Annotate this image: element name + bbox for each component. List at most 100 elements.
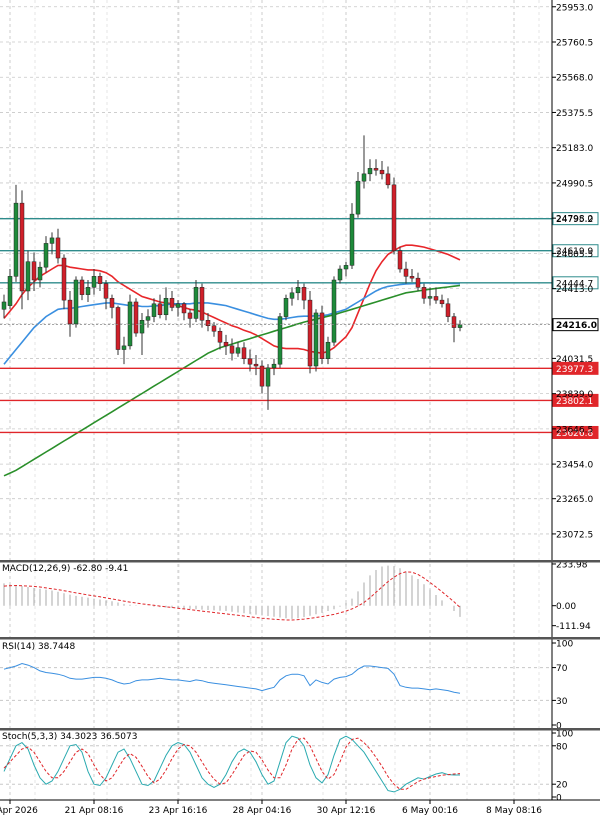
time-tick-label: 6 May 00:16 (402, 806, 458, 816)
candle-body (337, 268, 343, 281)
panel-separator (0, 728, 600, 731)
candle-body (319, 312, 325, 359)
candle-body (79, 279, 85, 295)
stoch-k-line (3, 735, 460, 793)
candle-body (415, 277, 421, 288)
candlesticks[interactable] (1, 135, 463, 410)
price-tick-label: 23646.5 (556, 425, 593, 435)
candle-body (439, 299, 445, 305)
candle-body (103, 283, 109, 299)
candle-body (181, 303, 187, 314)
time-tick-label: 17 Apr 2026 (0, 806, 38, 816)
candle-body (241, 347, 247, 359)
price-tick-label: 23454.0 (556, 461, 593, 471)
rsi-tick-label: 30 (556, 697, 568, 707)
level-tag (552, 276, 599, 290)
price-tick-label: 23072.5 (556, 530, 593, 540)
level-tag (552, 361, 599, 375)
level-label: 23802.1 (556, 397, 593, 407)
candle-body (31, 261, 37, 281)
level-label: 24795.2 (556, 215, 593, 225)
panel-frames (0, 0, 600, 801)
candle-body (313, 312, 319, 367)
candle-body (283, 298, 289, 317)
macd-tick-label: 233.98 (556, 560, 588, 570)
price-tick-label: 25375.5 (556, 109, 593, 119)
candle-body (385, 173, 391, 186)
candle-body (145, 316, 151, 321)
candle-body (163, 298, 169, 316)
rsi-line (3, 662, 461, 694)
time-tick-label: 30 Apr 12:16 (317, 806, 376, 816)
candle-body (235, 347, 241, 354)
panel-separator (0, 560, 600, 563)
level-label: 24444.7 (556, 279, 593, 289)
macd-tick-label: -111.94 (556, 622, 591, 632)
candle-body (217, 330, 223, 343)
time-tick-label: 21 Apr 08:16 (65, 806, 124, 816)
price-tick-label: 23839.0 (556, 390, 593, 400)
candle-body (427, 296, 433, 299)
price-tick-label: 23265.0 (556, 495, 593, 505)
macd-signal-line (3, 571, 461, 621)
horizontal-levels[interactable]: 24795.2 24619.9 24444.7 23977.3 23802.1 23626… (0, 212, 599, 439)
candle-body (121, 345, 127, 350)
candle-body (307, 299, 313, 367)
price-tick-label: 25568.0 (556, 74, 593, 84)
candle-body (139, 320, 145, 334)
candle-body (127, 301, 133, 347)
candle-body (331, 279, 337, 343)
candle-body (25, 261, 31, 292)
candle-body (355, 180, 361, 215)
candle-body (259, 365, 265, 387)
price-tick-label: 24990.5 (556, 179, 593, 189)
candle-body (379, 169, 385, 175)
candle-body (61, 257, 67, 301)
rsi-panel: 100 70 30 0 RSI(14) 38.7448 (0, 640, 573, 732)
level-tag (552, 212, 599, 226)
candle-body (457, 324, 463, 328)
time-tick-label: 8 May 08:16 (486, 806, 542, 816)
candle-body (295, 287, 301, 294)
candle-body (271, 363, 277, 369)
candle-body (397, 250, 403, 270)
candle-body (421, 287, 427, 299)
candle-body (193, 287, 199, 319)
candle-body (361, 173, 367, 182)
rsi-tick-label: 100 (556, 640, 573, 650)
price-axis: 25953.0 25760.5 25568.0 25375.5 25183.0 24990… (0, 3, 599, 540)
candle-body (343, 265, 349, 270)
candle-body (247, 358, 253, 365)
level-tag (552, 393, 599, 407)
current-price-label: 24216.0 (556, 321, 597, 331)
candle-body (55, 237, 61, 259)
stoch-tick-label: 0 (556, 794, 562, 804)
candle-body (85, 287, 91, 295)
candle-body (265, 367, 271, 387)
candle-body (37, 266, 43, 281)
price-tick-label: 25760.5 (556, 39, 593, 49)
ma-line-0 (3, 244, 461, 355)
time-axis: 17 Apr 2026 21 Apr 08:16 23 Apr 16:16 28 Ap… (0, 800, 542, 816)
stoch-tick-label: 20 (556, 781, 568, 791)
candle-body (19, 202, 25, 292)
candle-body (91, 276, 97, 288)
rsi-tick-label: 0 (556, 722, 562, 732)
candle-body (373, 168, 379, 171)
candle-body (205, 320, 211, 327)
candle-body (445, 303, 451, 317)
candle-body (289, 292, 295, 299)
level-label: 23977.3 (556, 365, 593, 375)
stoch-tick-label: 100 (556, 730, 573, 740)
panel-separator (0, 637, 600, 640)
price-grid (0, 0, 552, 800)
level-label: 24619.9 (556, 247, 593, 257)
candle-body (7, 276, 13, 306)
candle-body (151, 303, 157, 317)
candle-body (43, 243, 49, 268)
macd-label: MACD(12,26,9) -62.80 -9.41 (2, 564, 128, 574)
candle-body (13, 202, 19, 277)
time-tick-label: 28 Apr 04:16 (233, 806, 292, 816)
price-tick-label: 25953.0 (556, 3, 593, 13)
